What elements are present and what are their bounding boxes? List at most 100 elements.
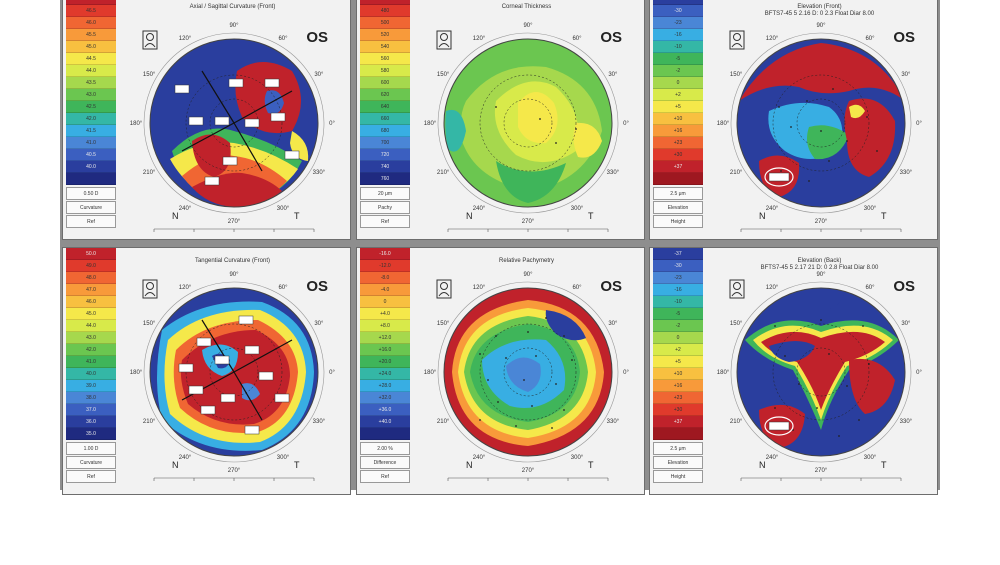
patient-head-icon[interactable]: [436, 30, 452, 50]
scale-cell: +37: [653, 161, 703, 173]
patient-head-icon[interactable]: [142, 279, 158, 299]
scale-footer-0[interactable]: 2.5 μm: [653, 442, 703, 455]
scale-cell: 580: [360, 65, 410, 77]
scale-footer-2: Ref: [66, 215, 116, 228]
scale-cell: 740: [360, 161, 410, 173]
scale-cell: 38.0: [66, 392, 116, 404]
angle-label: 330°: [607, 419, 620, 425]
value-point: [778, 106, 780, 108]
scale-cell: 41.5: [66, 125, 116, 137]
scale-footer-0[interactable]: 0.50 D: [66, 187, 116, 200]
value-point: [774, 325, 776, 327]
angle-label: 120°: [179, 285, 192, 291]
scale-footer-0[interactable]: 20 μm: [360, 187, 410, 200]
value-point: [575, 128, 577, 130]
patient-head-icon[interactable]: [142, 30, 158, 50]
angle-label: 180°: [424, 121, 437, 127]
value-point: [555, 142, 557, 144]
topography-map[interactable]: 90° 60° 30° 0° 330° 300° 270° 240° 210° 180° 150° 1…: [706, 262, 936, 484]
angle-label: 240°: [473, 206, 486, 212]
map-region: [799, 289, 845, 310]
scale-cell: 41.0: [66, 356, 116, 368]
angle-label: 240°: [473, 455, 486, 461]
map-panel-elev_back[interactable]: -37 -30 -23 -16 -10 -5 -2 0 +2 +5 +10 +16 +23 +30 +37 2…: [649, 247, 938, 495]
scale-cell: +2: [653, 344, 703, 356]
map-panel-pachy[interactable]: 4604805005205405605806006206406606807007…: [356, 0, 645, 240]
scale-cell: -30: [653, 5, 703, 17]
scale-footer-0[interactable]: 2.5 μm: [653, 187, 703, 200]
scale-footer-0[interactable]: 1.00 D: [66, 442, 116, 455]
scale-footer-0[interactable]: 2.00 %: [360, 442, 410, 455]
angle-label: 120°: [179, 36, 192, 42]
scale-cell: 40.0: [66, 161, 116, 173]
scale-cell: -12.0: [360, 260, 410, 272]
value-point: [535, 355, 537, 357]
scale-cell: 480: [360, 5, 410, 17]
map-panel-elev_front[interactable]: -37-30-23-16-10-5-20+2+5+10+16+23+30+37 2…: [649, 0, 938, 240]
scale-cell: 680: [360, 125, 410, 137]
scale-cell: -10: [653, 41, 703, 53]
temporal-label: T: [294, 460, 300, 470]
topography-map[interactable]: 90° 60° 30° 0° 330° 300° 270° 240° 210° 180° 150° 1…: [119, 13, 349, 235]
topography-map[interactable]: 90° 60° 30° 0° 330° 300° 270° 240° 210° 180° 150° 1…: [119, 262, 349, 484]
topography-map[interactable]: 90° 60° 30° 0° 330° 300° 270° 240° 210° 180° 150° 1…: [413, 13, 643, 235]
value-point: [545, 317, 547, 319]
scale-cell: 0: [360, 296, 410, 308]
angle-label: 300°: [277, 206, 290, 212]
scale-cell: +5: [653, 101, 703, 113]
value-point: [539, 118, 541, 120]
topography-map[interactable]: 90° 60° 30° 0° 330° 300° 270° 240° 210° 180° 150° 1…: [413, 262, 643, 484]
scale-cell: 560: [360, 53, 410, 65]
value-point: [816, 407, 818, 409]
map-region: [844, 98, 896, 177]
scale-cell: -10: [653, 296, 703, 308]
value-point: [846, 385, 848, 387]
angle-label: 210°: [143, 170, 156, 176]
scale-footer-1: Curvature: [66, 456, 116, 469]
value-box: [214, 355, 230, 365]
value-point: [806, 100, 808, 102]
map-region: [518, 92, 558, 144]
nasal-label: N: [759, 460, 766, 470]
angle-label: 330°: [313, 419, 326, 425]
scale-footer-2: Ref: [66, 470, 116, 483]
angle-label: 330°: [607, 170, 620, 176]
value-point: [563, 409, 565, 411]
angle-label: 240°: [179, 455, 192, 461]
map-region: [545, 310, 586, 341]
map-region: [849, 358, 895, 414]
scale-cell: -37: [653, 248, 703, 260]
value-box: [188, 116, 204, 126]
eye-label: OS: [306, 29, 328, 46]
scale-cell: 47.0: [66, 0, 116, 5]
angle-label: 270°: [815, 219, 828, 225]
angle-label: 30°: [608, 72, 618, 78]
topography-map[interactable]: 90° 60° 30° 0° 330° 300° 270° 240° 210° 180° 150° 1…: [706, 13, 936, 235]
scale-cell: -2: [653, 320, 703, 332]
scale-footer-1: Curvature: [66, 201, 116, 214]
scale-cell: 47.0: [66, 284, 116, 296]
panel-title: Relative Pachymetry: [498, 258, 555, 264]
value-box: [270, 112, 286, 122]
value-point: [497, 401, 499, 403]
color-scale: 4604805005205405605806006206406606807007…: [360, 0, 410, 239]
patient-head-icon[interactable]: [729, 30, 745, 50]
scale-footer-1: Difference: [360, 456, 410, 469]
scale-cell: 760: [360, 173, 410, 185]
value-point: [495, 335, 497, 337]
value-point: [479, 353, 481, 355]
value-point: [838, 435, 840, 437]
angle-label: 300°: [277, 455, 290, 461]
map-region: [807, 125, 849, 160]
eye-label: OS: [600, 29, 622, 46]
angle-label: 30°: [901, 72, 911, 78]
angle-label: 180°: [717, 370, 730, 376]
angle-label: 300°: [864, 455, 877, 461]
map-panel-tangential[interactable]: 50.0 49.0 48.0 47.0 46.0 45.0 44.0 43.0 42.0 41.0…: [62, 247, 351, 495]
patient-head-icon[interactable]: [436, 279, 452, 299]
map-panel-axial[interactable]: 47.046.546.045.545.044.544.043.543.042.5…: [62, 0, 351, 240]
value-point: [828, 353, 830, 355]
patient-head-icon[interactable]: [729, 279, 745, 299]
angle-label: 120°: [473, 285, 486, 291]
map-panel-relpachy[interactable]: -16.0 -12.0 -8.0 -4.0 0 +4.0 +8.0 +12.0 +16.0 +20…: [356, 247, 645, 495]
